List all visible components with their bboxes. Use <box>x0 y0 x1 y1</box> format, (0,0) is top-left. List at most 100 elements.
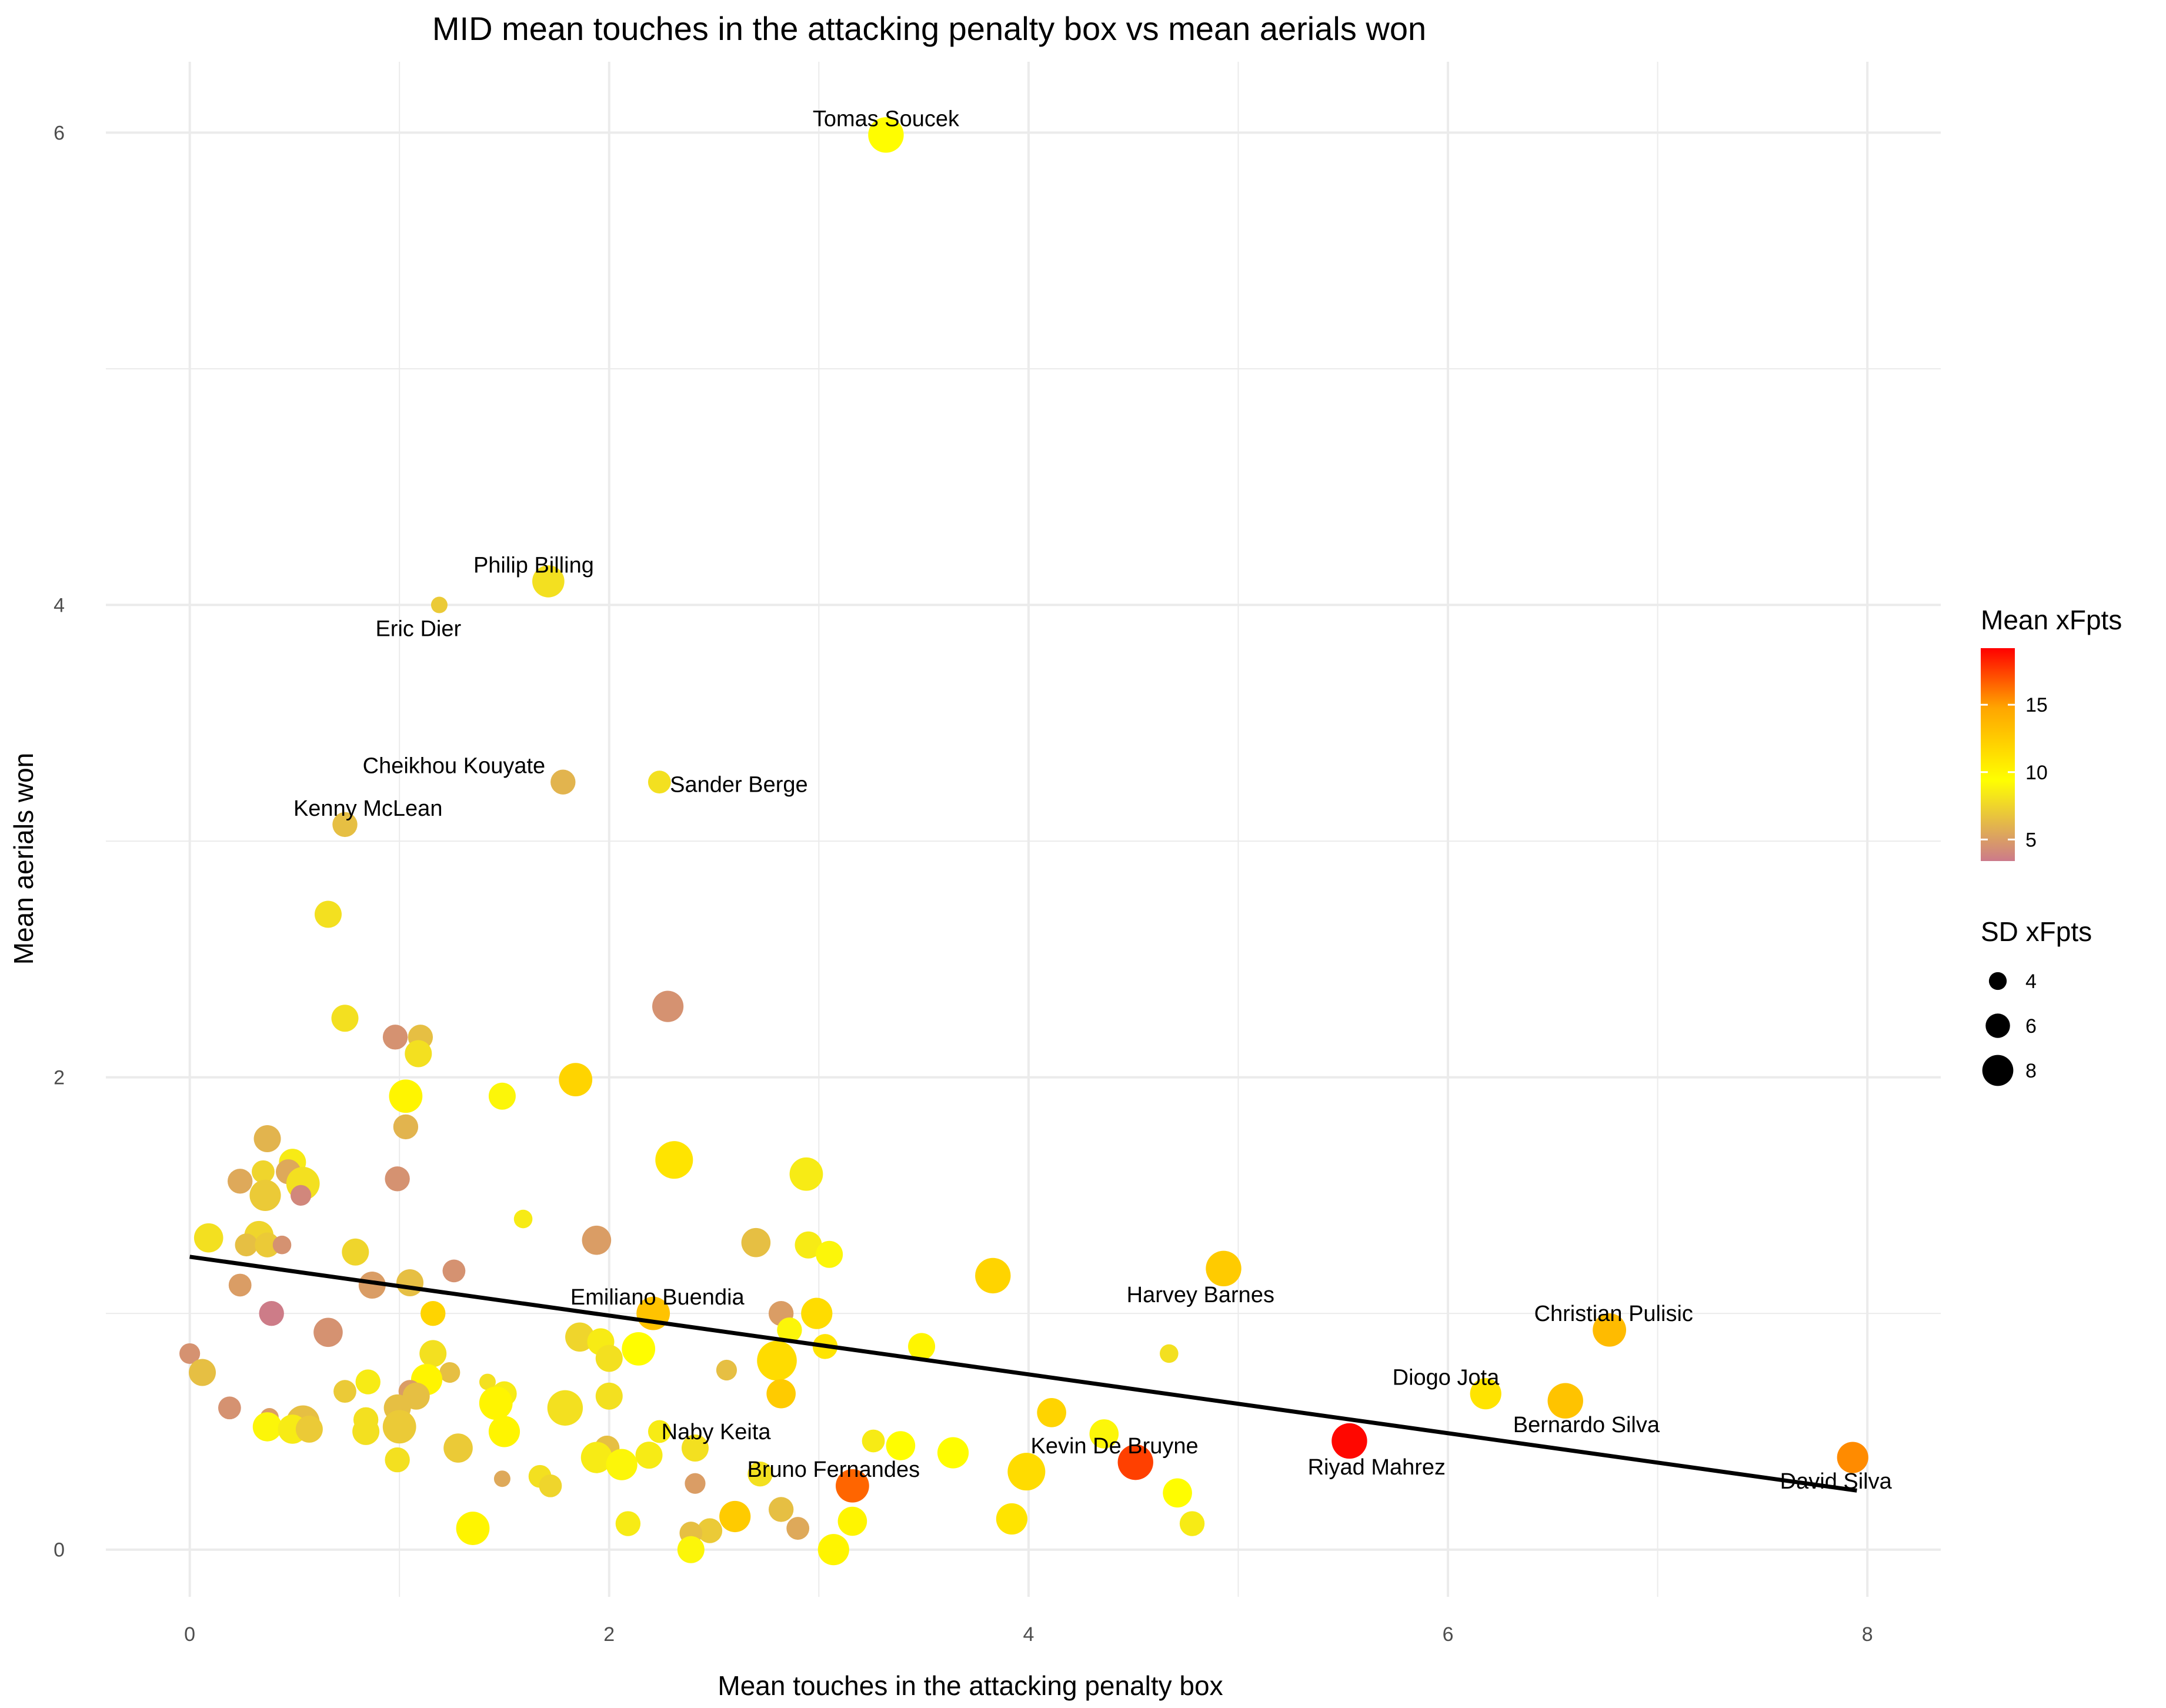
data-point <box>443 1433 473 1463</box>
point-label: Eric Dier <box>375 617 461 642</box>
size-legend-label: 4 <box>2025 970 2037 993</box>
x-axis-title: Mean touches in the attacking penalty bo… <box>717 1670 1223 1701</box>
data-point <box>1089 1419 1119 1449</box>
point-label: Sander Berge <box>670 773 808 798</box>
data-point <box>513 1209 533 1229</box>
y-tick-label: 6 <box>54 122 65 144</box>
color-legend-title: Mean xFpts <box>1981 605 2122 635</box>
x-tick-label: 0 <box>184 1623 195 1646</box>
size-legend-title: SD xFpts <box>1981 916 2092 947</box>
points-layer <box>179 117 1868 1566</box>
data-point <box>382 1025 408 1050</box>
labeled-point <box>1593 1313 1627 1347</box>
data-point <box>606 1449 638 1480</box>
x-tick-label: 8 <box>1862 1623 1873 1646</box>
data-point <box>595 1382 623 1410</box>
data-point <box>685 1473 706 1494</box>
data-point <box>908 1333 936 1360</box>
point-label: Diogo Jota <box>1393 1366 1500 1390</box>
data-point <box>719 1500 751 1533</box>
data-point <box>228 1169 253 1194</box>
data-point <box>716 1359 737 1381</box>
data-point <box>1037 1398 1066 1427</box>
y-axis-title: Mean aerials won <box>8 753 39 965</box>
data-point <box>652 990 684 1022</box>
data-point <box>342 1238 369 1266</box>
data-point <box>393 1114 419 1140</box>
point-label: Naby Keita <box>662 1420 772 1445</box>
labeled-point <box>835 1469 869 1503</box>
point-label: Kenny McLean <box>293 796 443 821</box>
labeled-point <box>1117 1444 1153 1480</box>
data-point <box>937 1437 969 1469</box>
point-label: Kevin De Bruyne <box>1031 1434 1199 1459</box>
labeled-point <box>1331 1423 1367 1459</box>
labeled-point <box>681 1435 709 1462</box>
data-point <box>291 1185 312 1206</box>
data-point <box>697 1518 723 1543</box>
grid-lines <box>106 62 1941 1597</box>
data-point <box>249 1179 281 1211</box>
data-point <box>385 1166 410 1192</box>
y-tick-label: 0 <box>54 1539 65 1562</box>
data-point <box>582 1225 612 1255</box>
labeled-point <box>332 812 358 838</box>
colorbar <box>1981 648 2015 861</box>
colorbar-tick-label: 15 <box>2025 694 2048 716</box>
data-point <box>975 1257 1011 1294</box>
data-point <box>1163 1478 1192 1508</box>
data-point <box>741 1227 771 1257</box>
x-tick-label: 6 <box>1443 1623 1454 1646</box>
data-point <box>817 1534 849 1566</box>
y-tick-label: 2 <box>54 1067 65 1089</box>
data-point <box>358 1271 386 1299</box>
size-legend-label: 6 <box>2025 1015 2037 1038</box>
data-point <box>1206 1250 1241 1287</box>
trend-line <box>189 1255 1857 1493</box>
labeled-point <box>430 596 448 613</box>
data-point <box>333 1380 356 1403</box>
data-point <box>635 1442 663 1469</box>
point-label: Riyad Mahrez <box>1308 1455 1446 1480</box>
data-point <box>747 1462 773 1487</box>
data-point <box>559 1063 593 1097</box>
data-point <box>795 1231 822 1259</box>
data-point <box>1007 1453 1046 1491</box>
data-point <box>777 1317 802 1343</box>
color-legend: Mean xFpts 15 10 5 <box>1981 605 2122 861</box>
data-point <box>816 1240 843 1268</box>
data-point <box>272 1235 292 1255</box>
data-point <box>768 1497 794 1522</box>
y-tick-label: 4 <box>54 595 65 617</box>
data-point <box>655 1141 693 1179</box>
data-point <box>766 1379 796 1409</box>
point-labels: Tomas Soucek Philip Billing Eric Dier Cheik… <box>293 106 1893 1494</box>
size-legend-items: 4 6 8 <box>1982 970 2037 1086</box>
size-legend-label: 8 <box>2025 1060 2037 1082</box>
data-point <box>193 1223 223 1253</box>
data-point <box>189 1359 216 1386</box>
point-label: David Silva <box>1780 1469 1893 1494</box>
data-point <box>862 1429 885 1453</box>
data-point <box>595 1345 623 1372</box>
data-point <box>565 1322 595 1352</box>
data-point <box>179 1343 201 1365</box>
data-point <box>228 1273 252 1297</box>
size-legend: SD xFpts 4 6 8 <box>1981 916 2092 1086</box>
point-label: Bruno Fernandes <box>747 1457 920 1482</box>
data-point <box>789 1157 823 1191</box>
chart-title: MID mean touches in the attacking penalt… <box>432 10 1426 47</box>
data-point <box>295 1415 323 1443</box>
data-point <box>488 1416 520 1447</box>
data-point <box>439 1362 460 1383</box>
data-point <box>442 1259 466 1283</box>
data-point <box>488 1082 516 1110</box>
data-point <box>396 1269 424 1296</box>
data-point <box>677 1536 705 1563</box>
data-point <box>255 1232 280 1257</box>
data-point <box>259 1300 284 1326</box>
data-point <box>389 1079 423 1113</box>
data-point <box>837 1506 867 1536</box>
data-point <box>547 1390 583 1426</box>
